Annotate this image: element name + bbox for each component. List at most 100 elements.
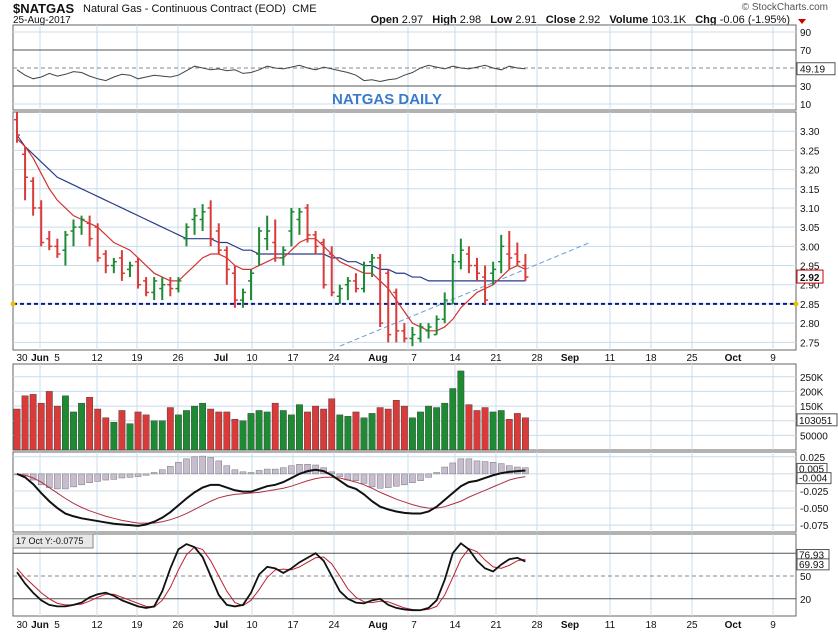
ohlc-bar [320,238,327,289]
price-x-tick-label: 26 [172,353,184,364]
price-tick-label: 3.25 [800,146,820,157]
support-marker-left [10,301,16,307]
macd-histogram-bar [457,458,465,475]
ohlc-bar [457,238,464,270]
ohlc-bar [126,261,133,278]
volume-bar [441,402,449,451]
volume-tick-label: 250K [800,373,824,384]
macd-histogram-bar [376,473,384,489]
macd-histogram-bar [489,462,497,475]
symbol-label: $NATGAS [13,1,75,16]
price-tick-label: 3.10 [800,204,820,215]
price-x-tick-label: 11 [605,353,616,364]
price-tick-label: 3.20 [800,166,820,177]
volume-bar [215,411,223,451]
volume-bar [110,421,118,451]
price-x-tick-label: 9 [770,353,776,364]
ohlc-bar [167,277,174,297]
support-marker-right [793,301,799,307]
volume-bar [94,408,102,451]
macd-histogram-bar [433,472,440,475]
bottom-x-tick-label: 18 [645,620,657,631]
volume-bar [231,419,239,451]
stochastic-tick-label: 20 [800,595,812,606]
volume-tick-label: 150K [800,402,824,413]
high-label: High [432,14,457,26]
macd-histogram-bar [393,473,400,487]
volume-bar [376,407,384,451]
macd-histogram-bar [199,455,206,475]
ohlc-bar [336,284,343,304]
volume-bar [505,419,513,451]
bottom-x-tick-label: 11 [605,620,616,631]
bottom-x-tick-label: 12 [91,620,103,631]
volume-bar [134,411,142,451]
rsi-tick-label: 10 [800,100,812,111]
macd-histogram-bar [336,473,344,477]
volume-bar [352,411,360,451]
volume-bar [360,417,368,451]
bottom-x-tick-label: 24 [328,620,340,631]
macd-tick-label: -0.075 [800,521,829,532]
volume-label: Volume [609,14,649,26]
ohlc-bar [46,231,53,251]
macd-tick-label: -0.050 [800,504,829,515]
macd-tick-label: -0.025 [800,487,829,498]
ohlc-bar [38,200,45,247]
ohlc-bar [264,215,271,251]
contract-description: Natural Gas - Continuous Contract (EOD) … [83,3,317,15]
volume-bar [384,408,392,451]
ma-short-line [16,138,526,332]
macd-histogram-bar [86,473,93,484]
macd-panel-frame [12,451,797,533]
ohlc-bar [401,323,408,343]
ohlc-bar [159,277,166,301]
rsi-tick-label: 70 [800,46,812,57]
ohlc-bar [231,265,238,308]
stochastic-tick-label: 50 [800,572,812,583]
close-label: Close [545,14,576,26]
price-x-tick-label: 14 [449,353,461,364]
price-x-tick-label: 17 [287,353,299,364]
macd-histogram-bar [37,473,45,486]
price-x-tick-label: 7 [411,353,417,364]
ohlc-bar [369,254,376,278]
price-x-tick-label: 10 [246,353,258,364]
bottom-x-tick-label: Oct [725,620,742,631]
macd-last-value: 0.005 [799,464,824,475]
close-value: 2.92 [578,14,601,26]
ohlc-bar [449,254,456,305]
ohlc-bar [78,215,85,235]
stochastic-k-line [16,542,526,612]
macd-histogram-bar [118,473,126,479]
macd-histogram-bar [441,466,448,475]
ohlc-bar [22,146,29,201]
open-value: 2.97 [401,14,424,26]
bottom-x-tick-label: Jul [214,620,229,631]
stochastic-info-label: 17 Oct Y:-0.0775 [16,536,83,546]
volume-bar [328,398,336,451]
ohlc-bar [433,315,440,336]
volume-bar [191,405,198,451]
macd-histogram-bar [481,461,489,475]
stochastic-k-last-value: 76.93 [799,551,824,562]
exchange-label: CME [292,3,317,15]
ohlc-bar [86,215,93,247]
ohlc-bar [54,238,61,258]
macd-histogram-bar [417,473,424,481]
macd-histogram-bar [54,473,61,490]
macd-histogram-bar [46,473,53,488]
volume-bar [344,416,352,451]
price-x-tick-label: 25 [686,353,698,364]
volume-bar [199,402,207,451]
ohlc-bar [118,250,125,281]
macd-histogram-bar [384,473,392,488]
low-value: 2.91 [515,14,537,26]
macd-histogram-bar [62,473,69,490]
volume-bar [183,410,190,451]
macd-histogram-bar [94,473,101,482]
ohlc-bar [441,292,448,324]
volume-bar [336,414,344,451]
volume-bar [29,394,37,451]
volume-bar [21,395,29,451]
